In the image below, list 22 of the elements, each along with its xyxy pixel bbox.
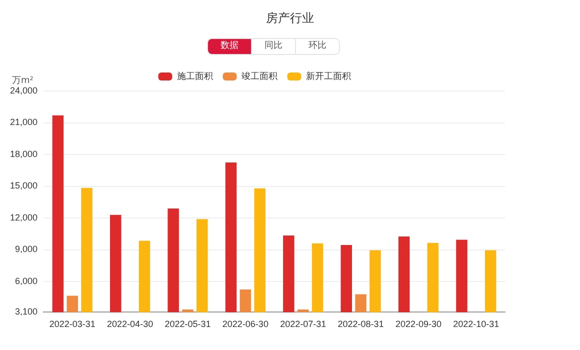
- chart-title: 房产行业: [265, 10, 315, 27]
- segmented-toggle: 数据 同比 环比: [207, 38, 340, 55]
- y-tick-label: 12,000: [10, 212, 38, 222]
- y-tick-label: 15,000: [10, 180, 38, 191]
- x-tick-label: 2022-05-31: [164, 319, 211, 330]
- y-tick-label: 18,000: [10, 148, 38, 159]
- x-tick-label: 2022-09-30: [395, 319, 442, 330]
- y-tick-label: 9,000: [14, 244, 38, 254]
- x-tick-label: 2022-08-31: [338, 319, 384, 330]
- legend-label: 竣工面积: [241, 70, 278, 81]
- legend-label: 新开工面积: [306, 70, 351, 81]
- y-axis-title: 万m²: [12, 76, 34, 86]
- x-tick-label: 2022-10-31: [453, 319, 500, 330]
- y-tick-label: 3,100: [14, 306, 38, 317]
- x-tick-label: 2022-06-30: [222, 319, 268, 330]
- x-tick-label: 2022-07-31: [280, 319, 326, 330]
- x-tick-label: 2022-03-31: [49, 319, 96, 330]
- y-tick-label: 6,000: [14, 276, 38, 286]
- y-tick-label: 21,000: [10, 117, 38, 128]
- legend-label: 施工面积: [176, 70, 213, 81]
- y-tick-label: 24,000: [10, 85, 38, 96]
- x-tick-label: 2022-04-30: [107, 319, 154, 330]
